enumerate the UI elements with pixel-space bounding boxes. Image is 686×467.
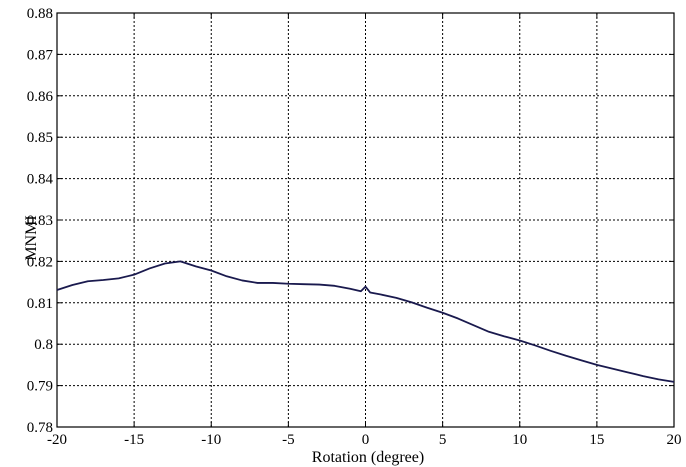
y-tick-labels: 0.78 0.79 0.8 0.81 0.82 0.83 0.84 0.85 0.86 0.87 0… [27,6,54,436]
series-layer [56,260,675,383]
x-tick-label: 10 [512,432,527,448]
y-tick-label: 0.8 [34,337,53,353]
x-axis-label: Rotation (degree) [312,449,424,466]
y-tick-label: 0.83 [27,213,53,229]
axis-ticks [56,12,675,428]
x-tick-label: -20 [47,432,67,448]
x-tick-label: 15 [589,432,604,448]
x-tick-label: -5 [282,432,295,448]
y-tick-label: 0.86 [27,89,54,105]
x-tick-labels: -20 -15 -10 -5 0 5 10 15 20 [47,432,682,448]
y-tick-label: 0.87 [27,47,54,63]
y-tick-label: 0.82 [27,254,53,270]
y-tick-label: 0.78 [27,420,53,436]
x-tick-label: -10 [201,432,221,448]
x-tick-label: -15 [124,432,144,448]
y-tick-label: 0.85 [27,130,53,146]
x-tick-label: 20 [667,432,682,448]
y-tick-label: 0.79 [27,379,53,395]
x-tick-label: 5 [439,432,447,448]
grid-lines [57,13,674,427]
y-tick-label: 0.84 [27,172,54,188]
y-tick-label: 0.88 [27,6,53,22]
series-line [56,260,675,383]
x-tick-label: 0 [362,432,370,448]
y-tick-label: 0.81 [27,296,53,312]
y-axis-label: MNMI [23,215,40,260]
